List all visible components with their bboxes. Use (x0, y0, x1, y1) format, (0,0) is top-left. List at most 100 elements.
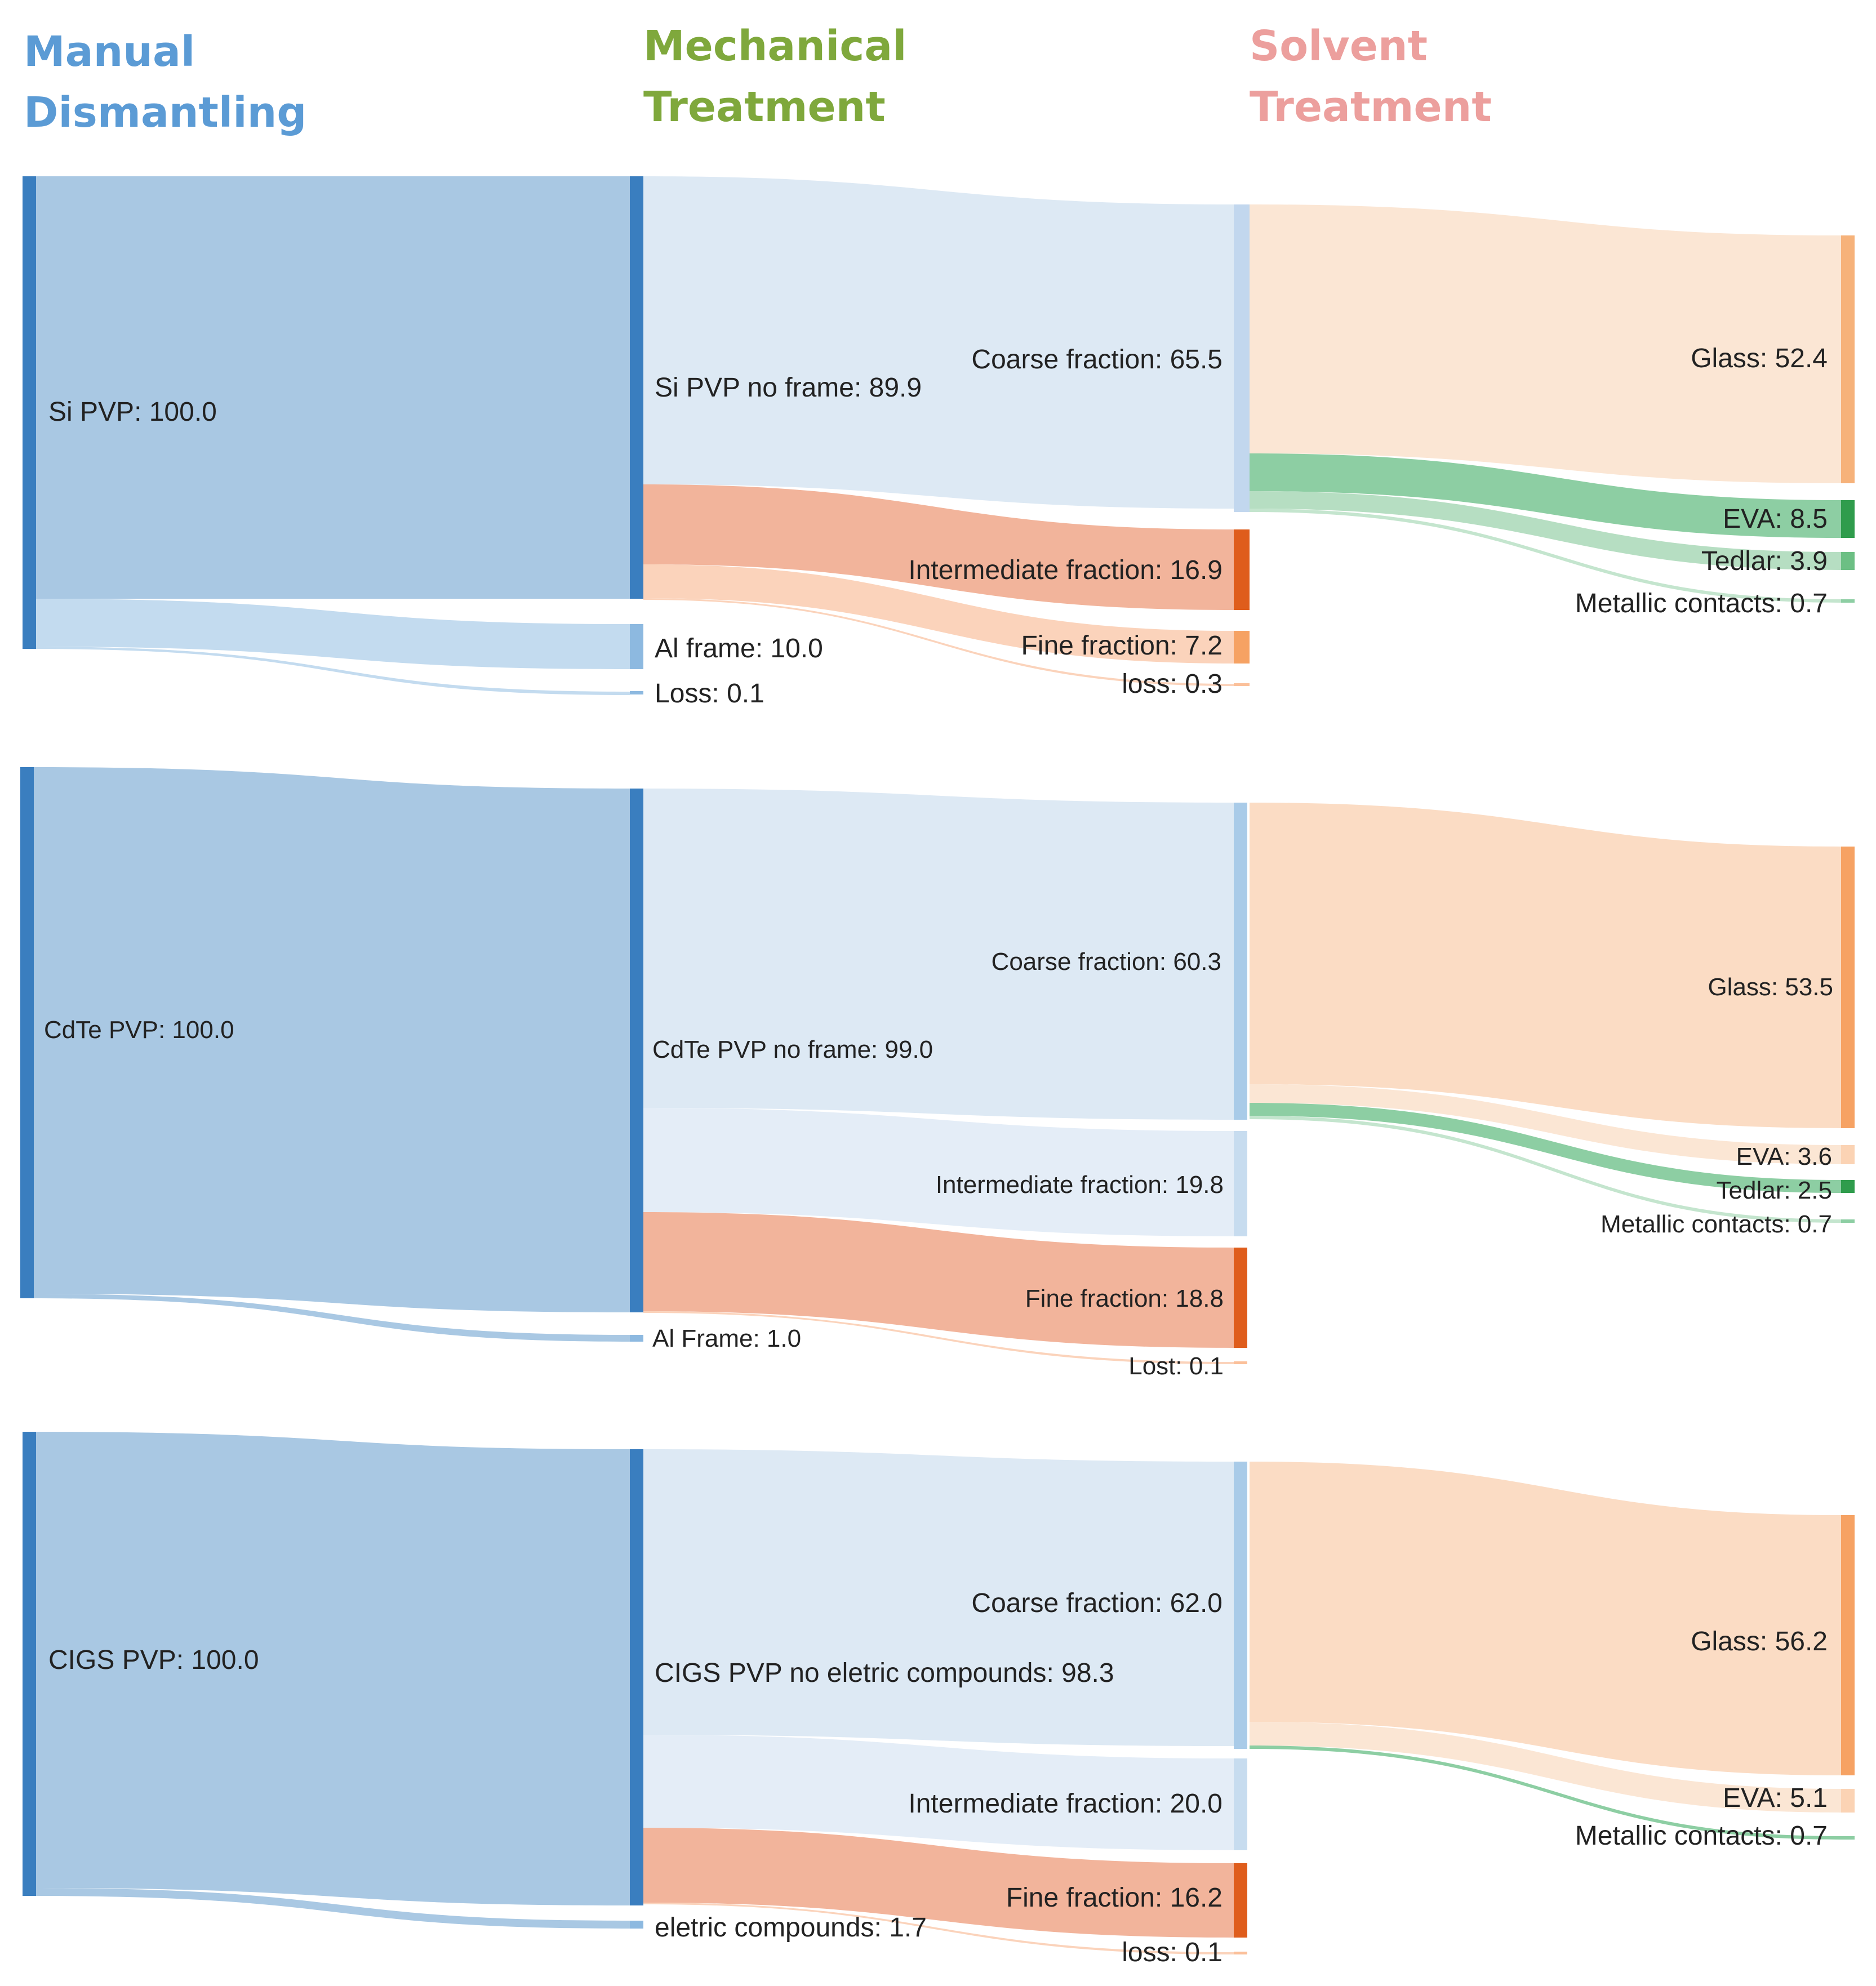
label-si-loss-2: loss: 0.3 (1122, 669, 1222, 699)
label-si-coarse: Coarse fraction: 65.5 (971, 345, 1222, 375)
node-si-tedlar[interactable] (1841, 552, 1855, 570)
label-si-loss: Loss: 0.1 (655, 679, 764, 709)
node-si-al-frame[interactable] (630, 624, 643, 669)
node-cdte-coarse[interactable] (1234, 803, 1247, 1120)
node-cdte-intermediate[interactable] (1234, 1131, 1247, 1236)
link-no-frame-to-fine (643, 564, 1234, 664)
node-si-no-frame[interactable] (630, 176, 643, 599)
link-coarse-to-eva (1250, 1722, 1841, 1813)
label-cdte-coarse: Coarse fraction: 60.3 (992, 948, 1221, 976)
label-cdte-tedlar: Tedlar: 2.5 (1717, 1177, 1832, 1204)
link-coarse-to-glass (1250, 803, 1841, 1128)
label-si-no-frame: Si PVP no frame: 89.9 (655, 373, 922, 403)
label-si-eva: EVA: 8.5 (1723, 504, 1828, 534)
node-cdte-glass[interactable] (1841, 847, 1855, 1128)
stage-title-line: Manual (24, 28, 195, 76)
node-cigs-elec[interactable] (630, 1921, 643, 1929)
node-cigs-loss[interactable] (1234, 1952, 1247, 1954)
link-si-pvp-to-loss (30, 647, 630, 695)
label-cigs-loss: loss: 0.1 (1122, 1938, 1222, 1967)
node-cdte-eva[interactable] (1841, 1145, 1855, 1164)
label-si-al-frame: Al frame: 10.0 (655, 634, 823, 664)
label-cigs-eva: EVA: 5.1 (1723, 1783, 1828, 1813)
link-coarse-to-tedlar (1250, 491, 1841, 570)
node-cigs-metallic[interactable] (1841, 1836, 1855, 1840)
label-cdte-al-frame: Al Frame: 1.0 (652, 1325, 801, 1352)
label-cigs-metallic: Metallic contacts: 0.7 (1575, 1821, 1828, 1851)
link-no-frame-to-loss (643, 598, 1234, 686)
node-cigs-fine[interactable] (1234, 1863, 1247, 1938)
node-cigs-eva[interactable] (1841, 1789, 1855, 1813)
stage-title-solvent-treatment: Solvent Treatment (1250, 16, 1492, 137)
label-cdte-lost: Lost: 0.1 (1128, 1352, 1224, 1380)
stage-title-line: Dismantling (24, 88, 307, 137)
link-si-pvp-to-al-frame (30, 599, 630, 669)
node-si-loss[interactable] (630, 691, 643, 694)
link-cigs-pvp-to-elec (30, 1888, 630, 1929)
link-no-frame-to-coarse (643, 789, 1234, 1120)
label-cigs-elec: eletric compounds: 1.7 (655, 1913, 927, 1943)
link-coarse-to-eva (1250, 453, 1841, 538)
label-cdte-intermediate: Intermediate fraction: 19.8 (936, 1171, 1224, 1199)
link-no-elec-to-loss (643, 1903, 1234, 1954)
label-cdte-glass: Glass: 53.5 (1708, 973, 1833, 1001)
link-no-frame-to-lost (643, 1311, 1234, 1364)
label-si-intermediate: Intermediate fraction: 16.9 (908, 555, 1222, 585)
node-cigs-coarse[interactable] (1234, 1462, 1247, 1749)
node-si-glass[interactable] (1841, 235, 1855, 483)
stage-title-line: Treatment (1250, 83, 1492, 131)
label-cdte-eva: EVA: 3.6 (1736, 1143, 1832, 1170)
link-no-frame-to-coarse (643, 176, 1234, 509)
link-si-pvp-to-no-frame (30, 176, 630, 599)
node-cdte-tedlar[interactable] (1841, 1180, 1855, 1193)
link-coarse-to-glass (1250, 204, 1841, 483)
node-si-metallic[interactable] (1841, 599, 1855, 603)
node-cdte-no-frame[interactable] (630, 789, 643, 1312)
label-si-glass: Glass: 52.4 (1691, 344, 1828, 373)
link-cigs-pvp-to-no-elec (30, 1432, 630, 1905)
link-no-frame-to-intermediate (643, 1108, 1234, 1236)
node-cdte-al-frame[interactable] (630, 1335, 643, 1342)
node-si-fine[interactable] (1234, 631, 1250, 664)
node-cdte-lost[interactable] (1234, 1361, 1247, 1364)
label-cigs-glass: Glass: 56.2 (1691, 1627, 1828, 1657)
link-no-elec-to-fine (643, 1828, 1234, 1938)
stage-title-line: Treatment (643, 83, 886, 131)
link-cdte-pvp-to-no-frame (30, 767, 630, 1312)
node-cigs-no-elec[interactable] (630, 1449, 643, 1905)
node-si-intermediate[interactable] (1234, 529, 1250, 610)
link-no-frame-to-fine (643, 1212, 1234, 1348)
sankey-si: Si PVP: 100.0 Si PVP no frame: 89.9 Al f… (23, 176, 1855, 709)
node-cdte-metallic[interactable] (1841, 1219, 1855, 1223)
label-cdte-pvp: CdTe PVP: 100.0 (44, 1016, 234, 1044)
node-cigs-pvp[interactable] (23, 1432, 36, 1896)
sankey-cigs: CIGS PVP: 100.0 CIGS PVP no eletric comp… (23, 1432, 1855, 1967)
sankey-cdte: CdTe PVP: 100.0 CdTe PVP no frame: 99.0 … (20, 767, 1855, 1380)
label-cdte-no-frame: CdTe PVP no frame: 99.0 (652, 1036, 933, 1063)
node-cdte-pvp[interactable] (20, 767, 34, 1298)
node-si-loss-2[interactable] (1234, 683, 1250, 686)
link-coarse-to-tedlar (1250, 1103, 1841, 1193)
node-si-eva[interactable] (1841, 500, 1855, 538)
label-si-pvp: Si PVP: 100.0 (48, 397, 217, 427)
label-cigs-coarse: Coarse fraction: 62.0 (971, 1588, 1222, 1618)
node-cigs-intermediate[interactable] (1234, 1758, 1247, 1850)
link-no-elec-to-coarse (643, 1449, 1234, 1746)
label-cdte-metallic: Metallic contacts: 0.7 (1601, 1210, 1832, 1238)
stage-title-manual-dismantling: Manual Dismantling (24, 21, 306, 143)
node-cigs-glass[interactable] (1841, 1515, 1855, 1775)
stage-title-line: Solvent (1250, 22, 1428, 70)
link-no-frame-to-intermediate (643, 484, 1234, 610)
label-cigs-fine: Fine fraction: 16.2 (1006, 1883, 1222, 1913)
label-cigs-intermediate: Intermediate fraction: 20.0 (908, 1789, 1222, 1819)
node-si-pvp[interactable] (23, 176, 36, 649)
node-si-coarse[interactable] (1234, 204, 1250, 512)
link-no-elec-to-intermediate (643, 1735, 1234, 1850)
label-si-metallic: Metallic contacts: 0.7 (1575, 589, 1828, 618)
label-si-fine: Fine fraction: 7.2 (1021, 631, 1222, 661)
link-cdte-pvp-to-al-frame (30, 1294, 630, 1342)
label-cigs-no-elec: CIGS PVP no eletric compounds: 98.3 (655, 1658, 1114, 1688)
node-cdte-fine[interactable] (1234, 1248, 1247, 1348)
stage-title-line: Mechanical (643, 22, 907, 70)
